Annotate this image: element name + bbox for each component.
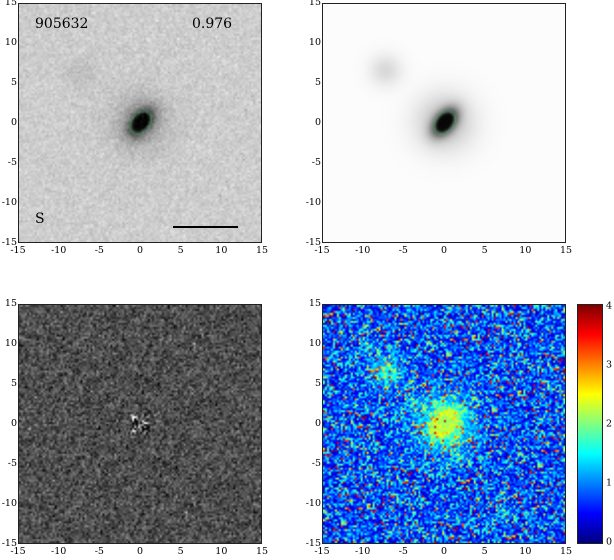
x-tick-label: -10 bbox=[51, 245, 67, 256]
x-tick-label: -10 bbox=[355, 245, 371, 256]
y-tick-label: 10 bbox=[4, 338, 17, 349]
x-tick-label: -5 bbox=[398, 546, 408, 557]
x-tick-label: 0 bbox=[136, 245, 144, 256]
observed-image bbox=[19, 4, 261, 242]
object-id-label: 905632 bbox=[35, 16, 89, 32]
panel-s-label: S bbox=[35, 211, 45, 227]
x-tick-label: 15 bbox=[255, 245, 269, 256]
y-tick-label: 0 bbox=[10, 418, 17, 429]
y-tick-label: 0 bbox=[314, 418, 321, 429]
y-tick-label: -10 bbox=[305, 498, 321, 509]
x-tick-label: 5 bbox=[177, 245, 184, 256]
model-image-panel bbox=[322, 3, 566, 243]
residual-image bbox=[19, 305, 261, 543]
model-image bbox=[323, 4, 565, 242]
x-tick-label: 10 bbox=[215, 546, 228, 557]
y-tick-label: 0 bbox=[10, 117, 17, 128]
x-tick-label: -5 bbox=[94, 546, 104, 557]
x-tick-label: -5 bbox=[398, 245, 408, 256]
y-tick-label: -5 bbox=[7, 157, 17, 168]
y-tick-label: -5 bbox=[7, 458, 17, 469]
x-tick-label: 10 bbox=[519, 245, 532, 256]
observed-image-panel bbox=[18, 3, 262, 243]
x-tick-label: 5 bbox=[481, 546, 488, 557]
y-tick-label: 15 bbox=[4, 298, 17, 309]
y-tick-label: 10 bbox=[308, 338, 321, 349]
y-tick-label: 0 bbox=[314, 117, 321, 128]
x-tick-label: 10 bbox=[215, 245, 228, 256]
redshift-label: 0.976 bbox=[192, 16, 233, 32]
x-tick-label: 15 bbox=[559, 245, 573, 256]
y-tick-label: 5 bbox=[314, 77, 321, 88]
x-tick-label: -15 bbox=[314, 245, 330, 256]
y-tick-label: 15 bbox=[308, 298, 321, 309]
x-tick-label: 0 bbox=[136, 546, 144, 557]
y-tick-label: -15 bbox=[305, 538, 321, 549]
chi-map-image-panel bbox=[322, 304, 566, 544]
colorbar bbox=[577, 304, 603, 544]
y-tick-label: -5 bbox=[311, 157, 321, 168]
colorbar-tick-label: 0 bbox=[606, 536, 613, 548]
x-tick-label: -15 bbox=[10, 245, 26, 256]
y-tick-label: -10 bbox=[1, 498, 17, 509]
x-tick-label: -15 bbox=[10, 546, 26, 557]
y-tick-label: 5 bbox=[10, 77, 17, 88]
y-tick-label: -10 bbox=[305, 197, 321, 208]
x-tick-label: 15 bbox=[559, 546, 573, 557]
x-tick-label: 10 bbox=[519, 546, 532, 557]
y-tick-label: 15 bbox=[4, 0, 17, 8]
x-tick-label: -10 bbox=[51, 546, 67, 557]
colorbar-tick-label: 3 bbox=[606, 359, 613, 371]
y-tick-label: -10 bbox=[1, 197, 17, 208]
x-tick-label: 5 bbox=[177, 546, 184, 557]
chi-map-image bbox=[323, 305, 565, 543]
x-tick-label: -10 bbox=[355, 546, 371, 557]
scale-bar bbox=[173, 226, 238, 228]
x-tick-label: -15 bbox=[314, 546, 330, 557]
x-tick-label: 0 bbox=[440, 245, 448, 256]
y-tick-label: -5 bbox=[311, 458, 321, 469]
y-tick-label: 15 bbox=[308, 0, 321, 8]
x-tick-label: -5 bbox=[94, 245, 104, 256]
colorbar-tick-label: 1 bbox=[606, 477, 613, 489]
y-tick-label: -15 bbox=[1, 237, 17, 248]
y-tick-label: 10 bbox=[4, 37, 17, 48]
colorbar-tick-label: 2 bbox=[606, 418, 613, 430]
colorbar-tick-label: 4 bbox=[606, 300, 613, 312]
x-tick-label: 5 bbox=[481, 245, 488, 256]
y-tick-label: 5 bbox=[314, 378, 321, 389]
y-tick-label: -15 bbox=[305, 237, 321, 248]
y-tick-label: 10 bbox=[308, 37, 321, 48]
x-tick-label: 0 bbox=[440, 546, 448, 557]
y-tick-label: 5 bbox=[10, 378, 17, 389]
x-tick-label: 15 bbox=[255, 546, 269, 557]
residual-image-panel bbox=[18, 304, 262, 544]
y-tick-label: -15 bbox=[1, 538, 17, 549]
